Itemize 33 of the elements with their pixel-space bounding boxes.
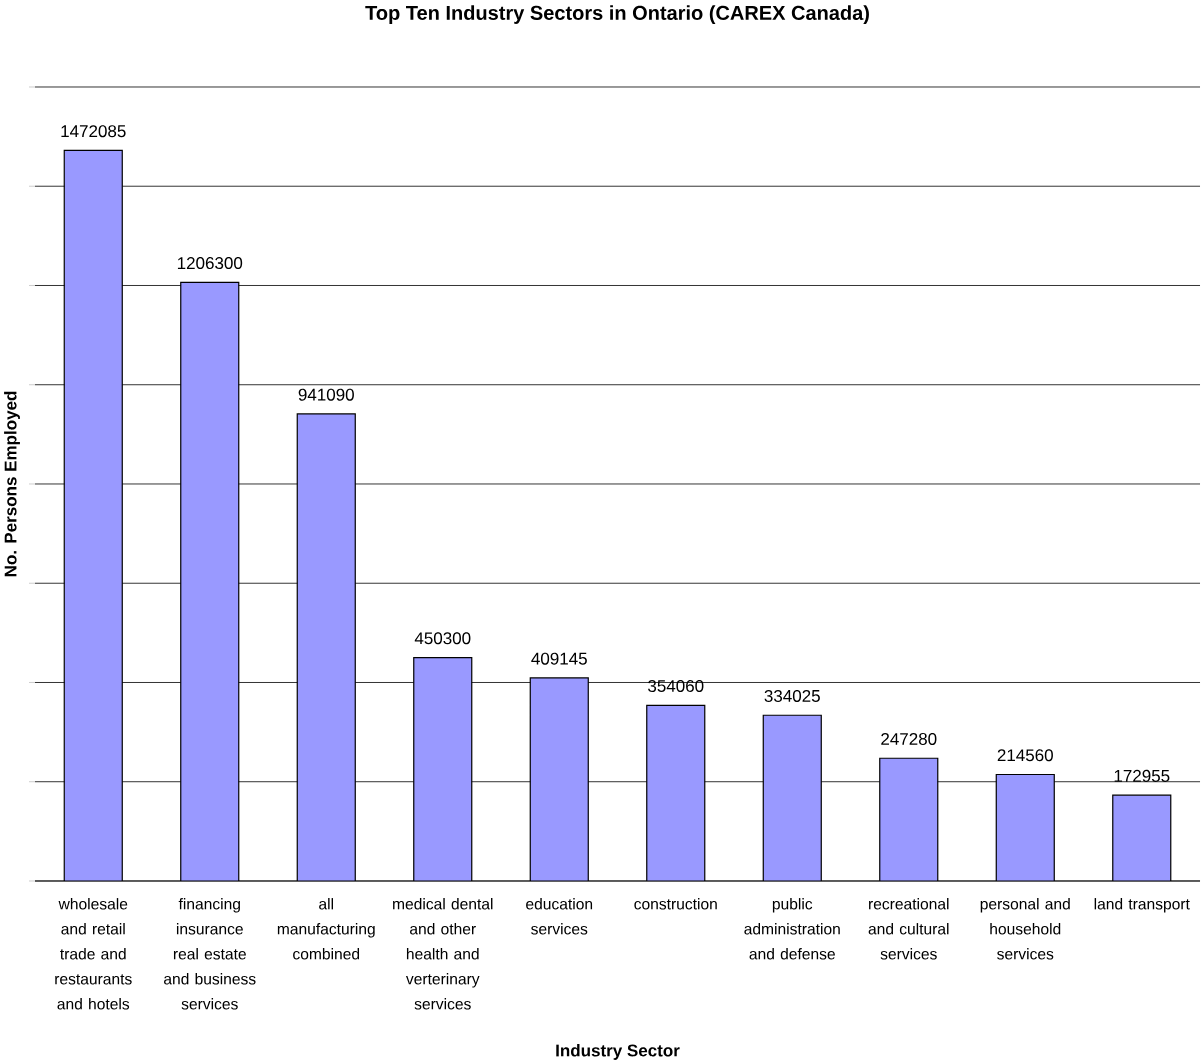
data-label: 1206300 [177,257,243,270]
bar [63,149,123,881]
bar [762,714,822,881]
data-label: 941090 [298,388,354,401]
bar [296,413,356,881]
x-tick-label: public administration and defense [744,898,840,960]
data-label: 214560 [997,749,1053,762]
chart-title: Top Ten Industry Sectors in Ontario (CAREX Canada) [365,5,869,24]
x-tick-label: construction [634,898,717,910]
data-label: 354060 [648,680,704,693]
x-axis-title: Industry Sector [556,1044,680,1060]
bar [413,656,473,881]
bar [879,757,939,881]
bar [529,677,589,881]
y-axis-title: No. Persons Employed [4,391,20,577]
data-label: 247280 [881,732,937,745]
bar [995,773,1055,881]
x-tick-label: medical dental and other health and verterinary services [393,898,493,1010]
bar [646,704,706,881]
data-label: 172955 [1114,769,1170,782]
bar [1112,794,1172,881]
data-label: 1472085 [61,125,126,138]
bar [180,281,240,881]
x-tick-label: financing insurance real estate and business services [164,898,256,1010]
data-label: 450300 [414,632,471,645]
x-tick-label: land transport [1094,898,1190,913]
x-tick-label: all manufacturing combined [277,898,375,960]
data-label: 334025 [764,689,820,702]
x-tick-label: education services [526,898,593,935]
x-tick-label: wholesale and retail trade and restaurants and hotels [55,898,132,1010]
x-tick-label: personal and household services [980,898,1070,960]
x-tick-label: recreational and cultural services [868,898,949,960]
data-label: 409145 [531,652,587,665]
